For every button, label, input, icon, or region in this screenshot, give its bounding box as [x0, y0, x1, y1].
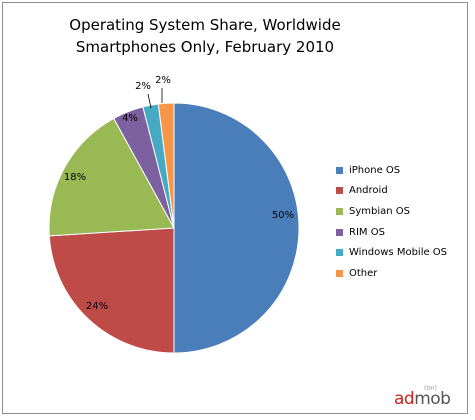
legend-label: Android [349, 185, 388, 197]
legend-item: iPhone OS [336, 160, 447, 181]
leader-line [147, 93, 152, 109]
legend-swatch [336, 269, 343, 277]
legend-item: Windows Mobile OS [336, 242, 447, 263]
data-label: 2% [135, 81, 151, 92]
data-label: 24% [86, 301, 108, 312]
legend-label: Windows Mobile OS [349, 247, 448, 259]
data-label: 50% [272, 210, 294, 221]
legend-swatch [336, 249, 343, 257]
legend-label: Other [349, 267, 378, 279]
data-label: 18% [64, 172, 86, 183]
legend-swatch [336, 187, 343, 195]
legend-label: RIM OS [349, 226, 385, 238]
legend-item: Other [336, 263, 447, 284]
brand-ad-text: ad [394, 389, 415, 409]
legend-swatch [336, 207, 343, 215]
legend-item: Android [336, 181, 447, 202]
chart-title-block: Operating System Share, Worldwide Smartp… [0, 14, 410, 58]
chart-subtitle: Smartphones Only, February 2010 [75, 38, 335, 56]
legend-label: iPhone OS [349, 164, 401, 176]
data-label: 4% [122, 113, 138, 124]
brand-mob-text: mob [414, 389, 451, 409]
chart-legend: iPhone OS Android Symbian OS RIM OS Windows … [336, 160, 447, 284]
admob-logo: admob [394, 389, 451, 409]
data-label: 2% [155, 75, 171, 86]
legend-swatch [336, 228, 343, 236]
pie-slice-symbian-os [48, 117, 175, 237]
legend-label: Symbian OS [349, 205, 410, 217]
chart-title: Operating System Share, Worldwide [69, 16, 341, 34]
legend-swatch [336, 166, 343, 174]
pie-slice-other [157, 102, 175, 229]
pie-slice-android [48, 227, 175, 354]
legend-item: RIM OS [336, 222, 447, 243]
pie-slice-iphone-os [173, 102, 300, 354]
brand-trademark: (tm) [424, 385, 437, 392]
legend-item: Symbian OS [336, 201, 447, 222]
